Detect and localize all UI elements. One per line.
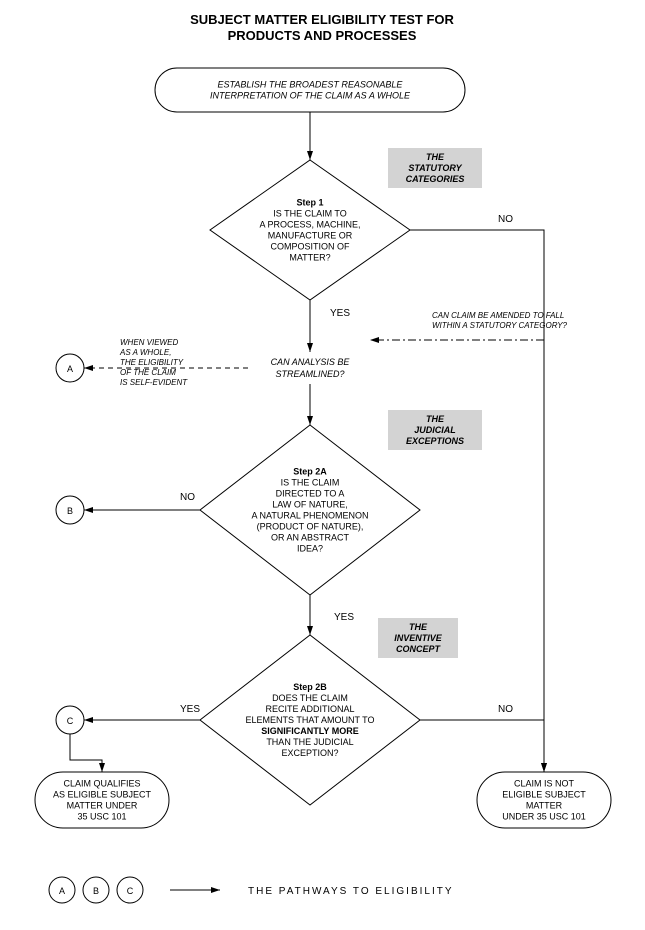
svg-text:WHEN VIEWED: WHEN VIEWED — [120, 338, 178, 347]
svg-text:CONCEPT: CONCEPT — [396, 644, 442, 654]
svg-text:SUBJECT MATTER ELIGIBILITY TES: SUBJECT MATTER ELIGIBILITY TEST FOR — [190, 12, 454, 27]
node-B: B — [56, 496, 84, 524]
svg-text:THAN THE JUDICIAL: THAN THE JUDICIAL — [266, 737, 353, 747]
svg-text:Step 2A: Step 2A — [293, 467, 327, 477]
svg-text:IS THE CLAIM: IS THE CLAIM — [281, 478, 340, 488]
svg-text:YES: YES — [334, 612, 354, 623]
svg-text:CLAIM QUALIFIES: CLAIM QUALIFIES — [63, 779, 140, 789]
node-A: A — [56, 354, 84, 382]
svg-text:EXCEPTIONS: EXCEPTIONS — [406, 436, 464, 446]
svg-text:AS A WHOLE,: AS A WHOLE, — [119, 348, 171, 357]
svg-text:CLAIM IS NOT: CLAIM IS NOT — [514, 779, 575, 789]
svg-text:NO: NO — [180, 492, 195, 503]
svg-text:UNDER 35 USC 101: UNDER 35 USC 101 — [502, 812, 586, 822]
edge-e10 — [420, 720, 544, 772]
svg-text:A: A — [67, 364, 73, 374]
svg-text:Step 2B: Step 2B — [293, 682, 327, 692]
svg-text:OF THE CLAIM: OF THE CLAIM — [120, 368, 176, 377]
svg-text:A PROCESS, MACHINE,: A PROCESS, MACHINE, — [259, 220, 360, 230]
svg-text:THE: THE — [409, 622, 428, 632]
edge-e11 — [70, 734, 102, 772]
svg-text:NO: NO — [498, 704, 513, 715]
svg-text:IS THE CLAIM TO: IS THE CLAIM TO — [273, 209, 347, 219]
svg-text:ELIGIBLE SUBJECT: ELIGIBLE SUBJECT — [502, 790, 586, 800]
svg-text:THE: THE — [426, 414, 445, 424]
svg-text:IDEA?: IDEA? — [297, 544, 323, 554]
svg-text:CATEGORIES: CATEGORIES — [406, 174, 465, 184]
svg-text:JUDICIAL: JUDICIAL — [414, 425, 456, 435]
svg-text:PRODUCTS AND PROCESSES: PRODUCTS AND PROCESSES — [228, 28, 417, 43]
svg-text:B: B — [93, 886, 99, 896]
svg-text:NO: NO — [498, 214, 513, 225]
svg-text:EXCEPTION?: EXCEPTION? — [281, 748, 338, 758]
svg-text:MATTER: MATTER — [526, 801, 563, 811]
svg-text:ELEMENTS THAT AMOUNT TO: ELEMENTS THAT AMOUNT TO — [245, 715, 374, 725]
svg-text:SIGNIFICANTLY MORE: SIGNIFICANTLY MORE — [261, 726, 359, 736]
svg-text:A: A — [59, 886, 65, 896]
legend-text: THE PATHWAYS TO ELIGIBILITY — [248, 886, 454, 897]
svg-text:DOES THE CLAIM: DOES THE CLAIM — [272, 693, 348, 703]
svg-text:YES: YES — [330, 308, 350, 319]
svg-text:LAW OF NATURE,: LAW OF NATURE, — [272, 500, 348, 510]
svg-text:INTERPRETATION OF THE CLAIM AS: INTERPRETATION OF THE CLAIM AS A WHOLE — [210, 91, 411, 101]
svg-text:CAN ANALYSIS BE: CAN ANALYSIS BE — [271, 357, 351, 367]
node-C: C — [56, 706, 84, 734]
svg-text:OR AN ABSTRACT: OR AN ABSTRACT — [271, 533, 350, 543]
svg-text:THE: THE — [426, 152, 445, 162]
svg-text:STREAMLINED?: STREAMLINED? — [275, 369, 344, 379]
svg-text:WITHIN A STATUTORY CATEGORY?: WITHIN A STATUTORY CATEGORY? — [432, 321, 568, 330]
svg-text:C: C — [67, 716, 74, 726]
svg-text:COMPOSITION OF: COMPOSITION OF — [270, 242, 350, 252]
svg-text:MATTER UNDER: MATTER UNDER — [67, 801, 138, 811]
svg-text:YES: YES — [180, 704, 200, 715]
svg-text:C: C — [127, 886, 134, 896]
svg-text:THE ELIGIBILITY: THE ELIGIBILITY — [120, 358, 184, 367]
svg-text:AS ELIGIBLE SUBJECT: AS ELIGIBLE SUBJECT — [53, 790, 152, 800]
svg-text:DIRECTED TO A: DIRECTED TO A — [276, 489, 345, 499]
svg-text:ESTABLISH THE BROADEST REASONA: ESTABLISH THE BROADEST REASONABLE — [218, 80, 404, 90]
svg-text:MATTER?: MATTER? — [289, 253, 330, 263]
svg-text:RECITE ADDITIONAL: RECITE ADDITIONAL — [265, 704, 354, 714]
svg-text:MANUFACTURE OR: MANUFACTURE OR — [268, 231, 353, 241]
svg-text:STATUTORY: STATUTORY — [408, 163, 462, 173]
svg-text:Step 1: Step 1 — [296, 198, 323, 208]
svg-text:(PRODUCT OF NATURE),: (PRODUCT OF NATURE), — [257, 522, 364, 532]
svg-text:INVENTIVE: INVENTIVE — [394, 633, 443, 643]
svg-text:A NATURAL PHENOMENON: A NATURAL PHENOMENON — [251, 511, 368, 521]
svg-text:B: B — [67, 506, 73, 516]
svg-text:IS SELF-EVIDENT: IS SELF-EVIDENT — [120, 378, 188, 387]
svg-text:35 USC 101: 35 USC 101 — [77, 812, 126, 822]
